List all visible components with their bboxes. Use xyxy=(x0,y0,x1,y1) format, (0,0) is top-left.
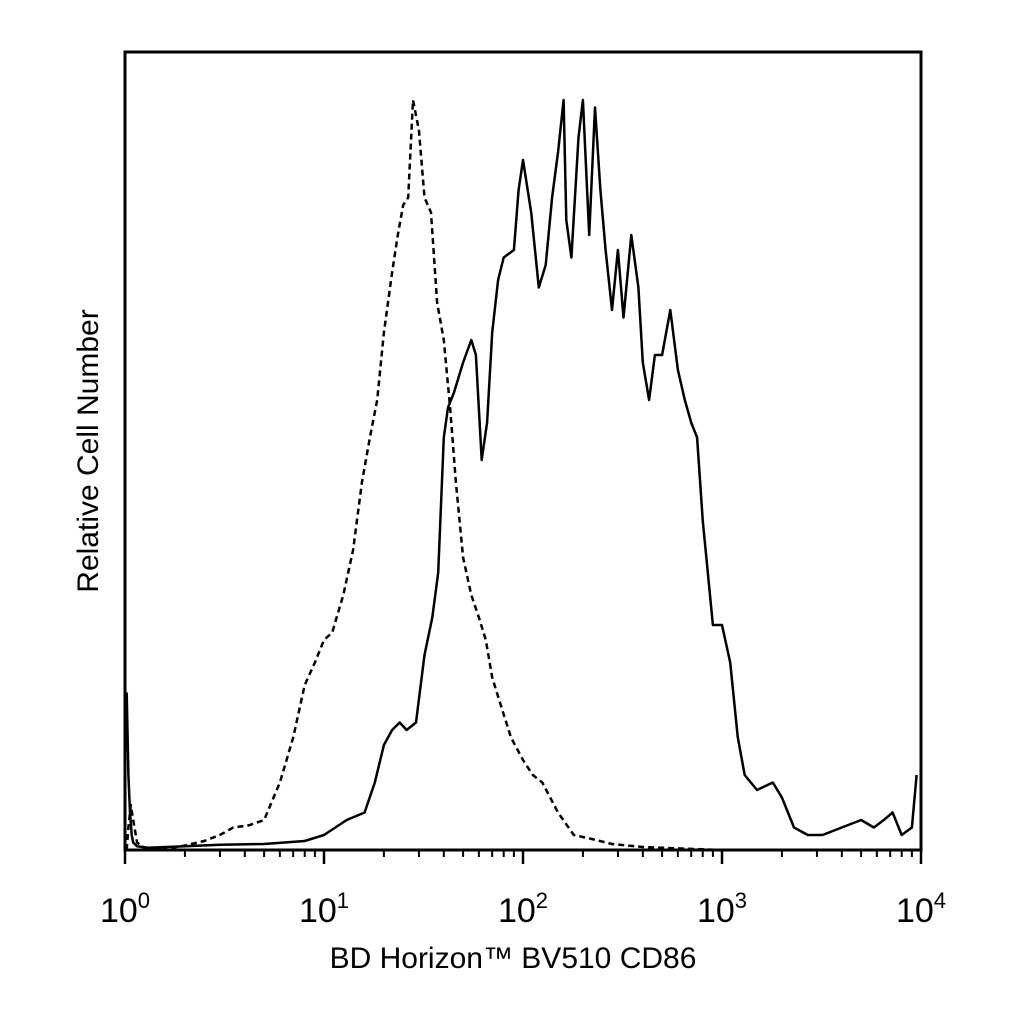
x-tick-label-base: 10 xyxy=(299,892,337,930)
x-tick-label-exponent: 1 xyxy=(337,888,349,913)
x-tick-label: 100 xyxy=(100,888,150,930)
x-tick-label-base: 10 xyxy=(896,892,934,930)
x-axis-title: BD Horizon™ BV510 CD86 xyxy=(330,942,697,975)
x-tick-label: 101 xyxy=(299,888,349,930)
x-tick-label-exponent: 3 xyxy=(735,888,747,913)
x-tick-label: 104 xyxy=(896,888,946,930)
x-tick-label: 103 xyxy=(697,888,747,930)
plot-frame xyxy=(123,50,923,852)
x-axis-tick-labels: 100 101 102 103 104 xyxy=(100,888,946,930)
x-tick-label-exponent: 2 xyxy=(536,888,548,913)
stained-histogram-solid-line xyxy=(125,98,918,850)
x-tick-label-exponent: 0 xyxy=(138,888,150,913)
x-tick-label: 102 xyxy=(498,888,548,930)
x-tick-label-base: 10 xyxy=(100,892,138,930)
series-layer xyxy=(125,98,921,852)
x-axis-ticks xyxy=(123,850,923,864)
x-tick-label-base: 10 xyxy=(498,892,536,930)
y-axis-title: Relative Cell Number xyxy=(72,309,105,592)
x-tick-label-exponent: 4 xyxy=(934,888,946,913)
x-tick-label-base: 10 xyxy=(697,892,735,930)
control-histogram-dashed-line xyxy=(125,98,921,852)
